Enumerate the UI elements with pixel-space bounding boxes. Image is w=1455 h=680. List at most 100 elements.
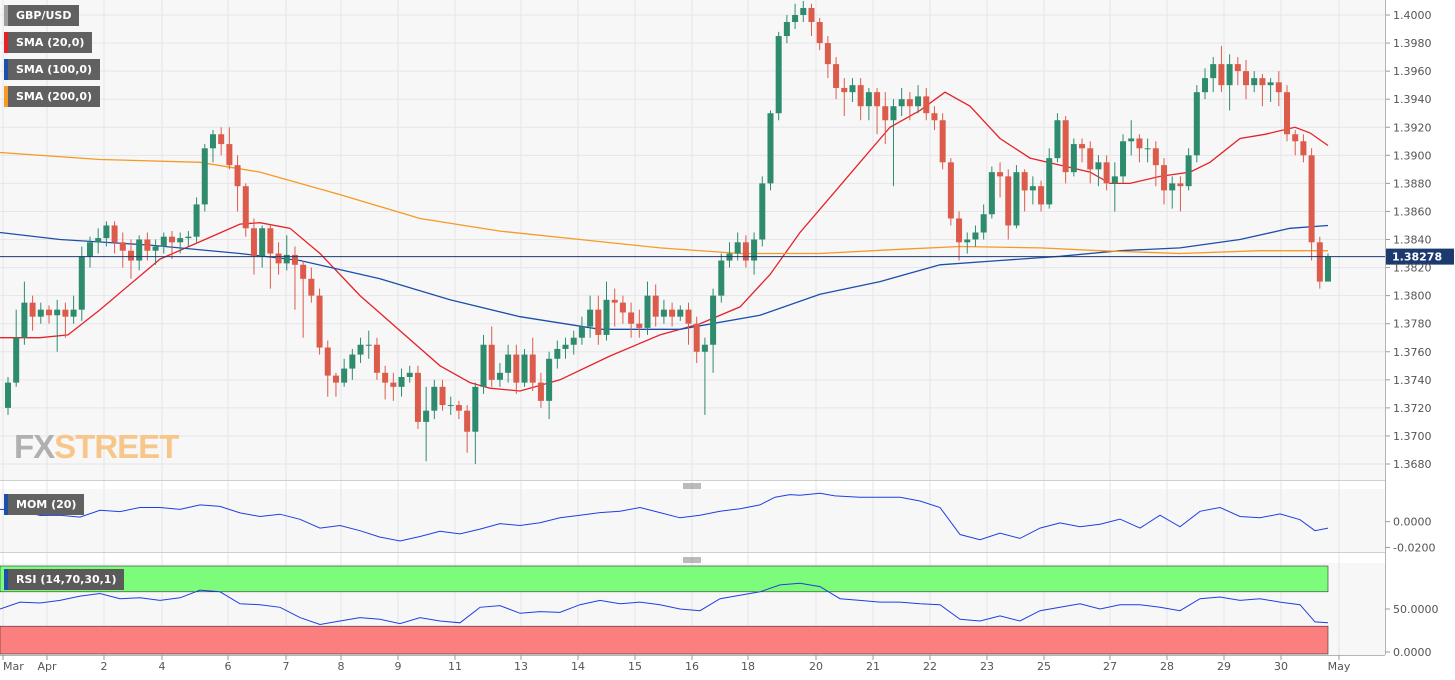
candle-up: [988, 172, 995, 215]
candle-down: [1300, 141, 1307, 156]
candle-down: [833, 64, 840, 88]
rsi-tag[interactable]: RSI (14,70,30,1): [4, 569, 125, 590]
candle-down: [1259, 78, 1266, 86]
mom-y-tick-label: 0.0000: [1393, 516, 1432, 529]
y-tick-label: 1.4000: [1393, 9, 1432, 22]
candle-down: [906, 99, 913, 107]
x-tick-label: 9: [395, 660, 402, 673]
candle-down: [45, 309, 52, 316]
candle-up: [1325, 256, 1331, 282]
legend-sma20[interactable]: SMA (20,0): [4, 32, 93, 53]
x-tick-label: 21: [866, 660, 880, 673]
candle-up: [177, 238, 184, 243]
candle-up: [37, 309, 44, 317]
instrument-swatch: [4, 5, 8, 26]
y-tick-label: 1.3700: [1393, 430, 1432, 443]
instrument-label: GBP/USD: [16, 9, 72, 22]
candle-down: [1292, 134, 1299, 142]
candle-down: [1005, 176, 1012, 226]
legend-sma200[interactable]: SMA (200,0): [4, 86, 101, 107]
candle-up: [152, 246, 159, 251]
candle-up: [431, 386, 438, 411]
candle-up: [1054, 120, 1061, 159]
candle-up: [1202, 78, 1209, 93]
y-tick-label: 1.3880: [1393, 177, 1432, 190]
candle-up: [578, 326, 585, 338]
candle-down: [669, 309, 676, 317]
x-tick-label: 29: [1217, 660, 1231, 673]
rsi-y-tick-label: 0.0000: [1393, 646, 1432, 659]
candle-down: [168, 236, 175, 243]
candle-up: [480, 344, 487, 387]
sma200-line: [0, 151, 1328, 255]
candle-up: [1185, 155, 1192, 187]
candle-up: [505, 354, 512, 373]
fxstreet-watermark: FXSTREET: [14, 428, 179, 466]
x-tick-label: 13: [514, 660, 528, 673]
candle-down: [1103, 162, 1110, 184]
candle-down: [939, 120, 946, 163]
last-price-label: 1.38278: [1392, 251, 1442, 264]
x-tick-label: 15: [628, 660, 642, 673]
candle-up: [980, 214, 987, 233]
candle-down: [218, 134, 225, 145]
candle-down: [841, 87, 848, 93]
mom-tag[interactable]: MOM (20): [4, 494, 85, 515]
candle-up: [751, 239, 758, 261]
watermark-street: STREET: [54, 428, 179, 465]
candle-down: [464, 410, 471, 432]
x-tick-label: 11: [448, 660, 462, 673]
candle-up: [521, 354, 528, 383]
candle-down: [234, 165, 241, 187]
candle-up: [660, 309, 667, 317]
candle-up: [644, 295, 651, 328]
candle-down: [1218, 64, 1225, 86]
candle-down: [1243, 71, 1250, 86]
candle-up: [783, 22, 790, 37]
candle-up: [677, 309, 684, 317]
candle-up: [800, 7, 807, 15]
candle-up: [447, 405, 454, 407]
candle-up: [972, 232, 979, 240]
candle-down: [611, 299, 618, 303]
sma100-label: SMA (100,0): [16, 63, 93, 76]
candle-up: [1029, 186, 1036, 191]
candle-up: [546, 358, 553, 401]
candle-down: [1177, 183, 1184, 187]
candle-down: [513, 354, 520, 383]
candle-down: [332, 375, 339, 383]
x-tick-label: 22: [923, 660, 937, 673]
y-tick-label: 1.3900: [1393, 149, 1432, 162]
instrument-tag[interactable]: GBP/USD: [4, 5, 80, 26]
candle-up: [70, 309, 77, 317]
candle-up: [1095, 162, 1102, 170]
x-tick-label: 2: [101, 660, 108, 673]
x-tick-label: May: [1328, 660, 1351, 673]
candle-up: [54, 309, 61, 316]
candle-down: [267, 228, 274, 254]
candle-up: [160, 236, 167, 247]
legend-sma100[interactable]: SMA (100,0): [4, 59, 101, 80]
candle-down: [1136, 138, 1143, 149]
candle-down: [628, 312, 635, 324]
x-tick-label: 25: [1037, 660, 1051, 673]
candle-up: [406, 372, 413, 378]
candle-up: [964, 239, 971, 243]
candle-down: [373, 344, 380, 373]
candle-down: [997, 172, 1004, 177]
x-tick-label: 20: [809, 660, 823, 673]
candle-down: [275, 253, 282, 264]
candle-down: [1038, 186, 1045, 205]
x-tick-label: 30: [1274, 660, 1288, 673]
y-tick-label: 1.3720: [1393, 402, 1432, 415]
axes: [0, 0, 1454, 660]
y-tick-label: 1.3820: [1393, 262, 1432, 275]
candle-down: [537, 382, 544, 401]
candle-down: [308, 278, 315, 296]
candle-down: [414, 372, 421, 422]
x-tick-label: 8: [338, 660, 345, 673]
candle-up: [759, 183, 766, 240]
candle-down: [488, 344, 495, 380]
candle-up: [185, 236, 192, 239]
